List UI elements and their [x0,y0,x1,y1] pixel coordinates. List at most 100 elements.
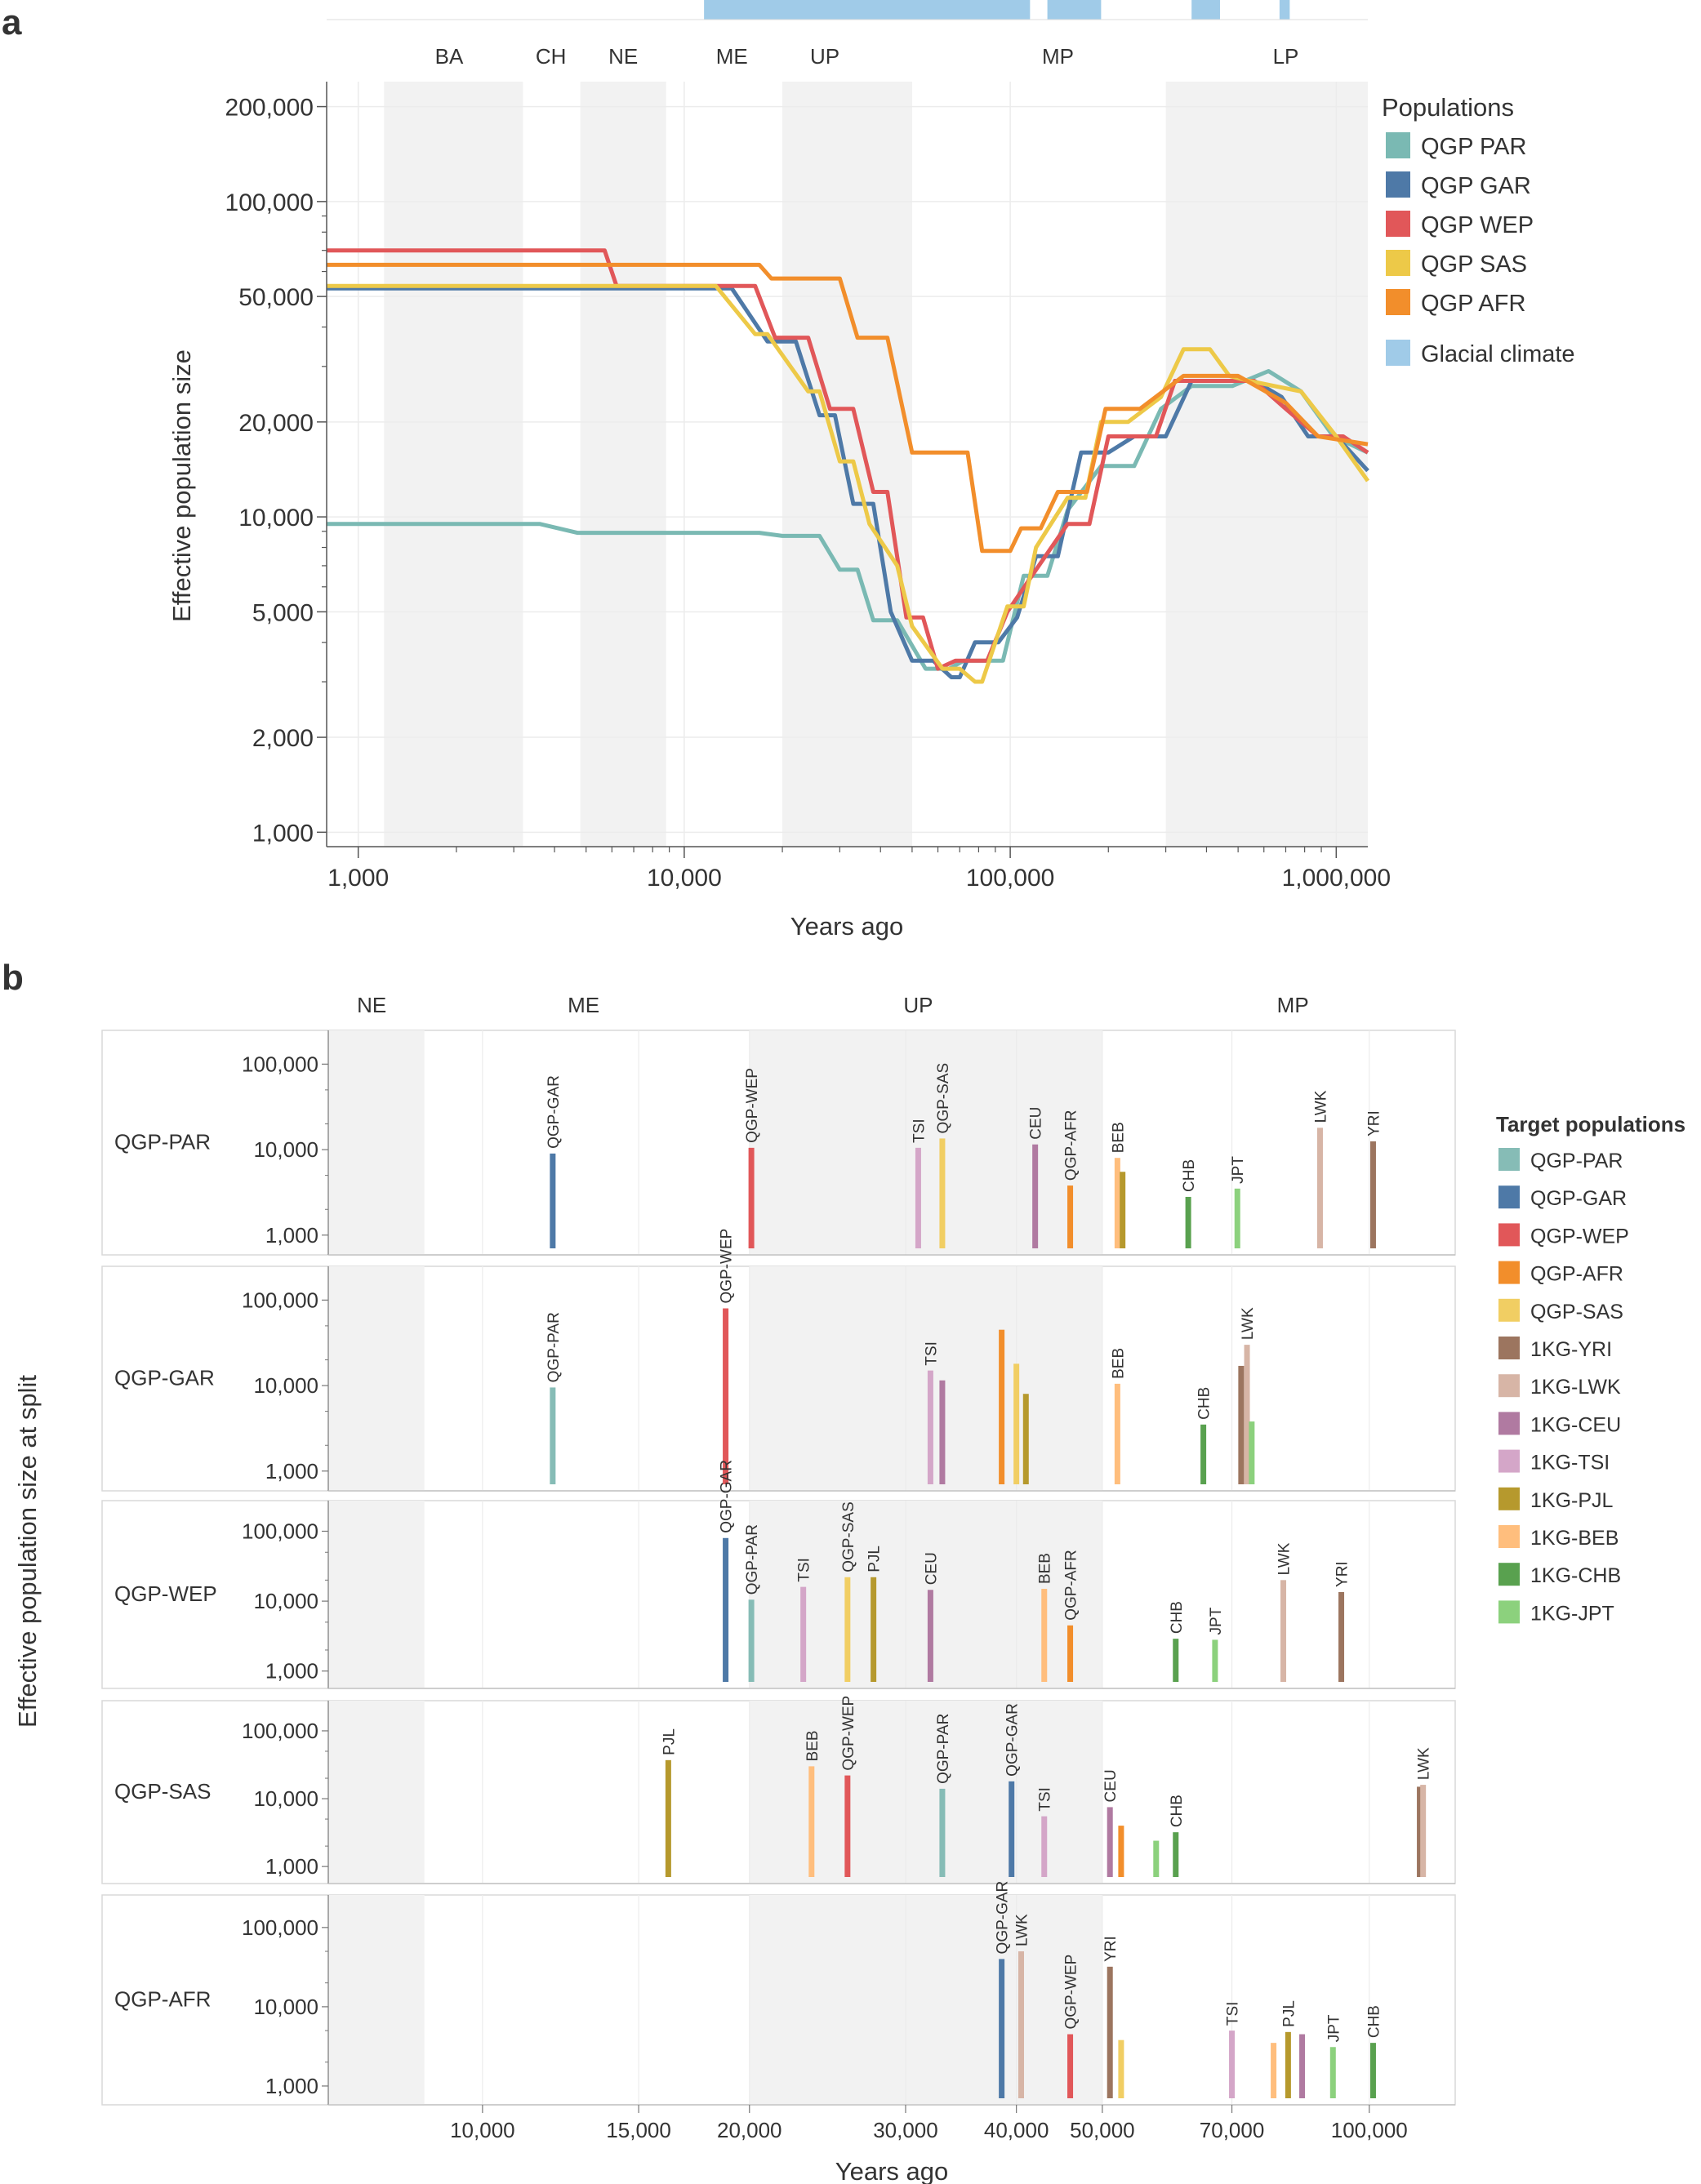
split-panel-qgp-sas: QGP-SAS 1,000 10,000 100,000 PJL BEB QGP-WEP QG… [101,1696,1456,1884]
bar-label: CHB [1169,1795,1186,1827]
y-tick-label-b: 100,000 [242,1052,318,1076]
split-bar-1kg-ceu [1032,1144,1039,1248]
split-bar-qgp-wep [1067,2034,1074,2098]
x-tick-label-b: 100,000 [1331,2118,1408,2142]
legend-b-swatch-1kg-beb [1498,1525,1520,1548]
y-tick-label-b: 10,000 [253,1786,318,1811]
split-bar-qgp-sas [939,1138,946,1248]
bar-label: YRI [1102,1936,1120,1962]
bar-label: QGP-SAS [840,1501,857,1572]
split-bar-1kg-ceu [1107,1807,1113,1877]
series-line-qgp-afr [327,262,1369,554]
y-tick-label-b: 1,000 [265,1854,318,1879]
glacial-band [704,0,1031,20]
x-tick-label-a: 100,000 [966,865,1054,892]
y-tick-label-b: 10,000 [253,1589,318,1613]
period-label-ne: NE [608,44,638,69]
split-bar-1kg-pjl [665,1759,671,1877]
bar-label: QGP-PAR [935,1714,952,1784]
legend-b-label-qgp-sas: QGP-SAS [1530,1301,1623,1323]
bar-label: CHB [1181,1159,1198,1192]
legend-b-swatch-qgp-par [1498,1148,1520,1171]
period-shade [580,82,666,847]
legend-a-swatch-qgp-sas [1386,250,1410,276]
period-label-b-me: ME [568,993,599,1017]
y-tick-label-b: 10,000 [253,1995,318,2019]
bar-label: CEU [1102,1769,1120,1802]
split-bar-1kg-tsi [1041,1816,1048,1877]
split-bar-1kg-lwk [1280,1580,1287,1682]
x-tick-label-b: 30,000 [873,2118,938,2142]
y-tick-label-b: 10,000 [253,1373,318,1398]
bar-label: TSI [923,1341,940,1366]
legend-b-label-1kg-lwk: 1KG-LWK [1530,1376,1621,1399]
y-tick-label-a: 50,000 [238,284,314,311]
bar-label: BEB [804,1730,822,1761]
legend-glacial-swatch [1386,340,1410,366]
y-tick-label-a: 5,000 [252,599,314,626]
bar-label: TSI [911,1119,928,1143]
period-shade [384,82,523,847]
split-bar-qgp-gar [999,1959,1005,2098]
bar-label: LWK [1312,1090,1329,1123]
y-tick-label-a: 20,000 [238,410,314,437]
series-line-qgp-sas [327,283,1370,684]
legend-a-label-qgp-sas: QGP SAS [1421,251,1527,278]
split-panel-qgp-gar: QGP-GAR 1,000 10,000 100,000 QGP-PAR QGP-WEP T… [101,1229,1456,1492]
legend-b-swatch-1kg-yri [1498,1337,1520,1359]
split-bar-qgp-par [939,1788,946,1877]
split-bar-1kg-pjl [1120,1172,1126,1248]
legend-a-label-qgp-par: QGP PAR [1421,134,1526,160]
panel-b-letter: b [2,958,24,998]
period-label-b-ne: NE [357,993,386,1017]
bar-label: TSI [1037,1787,1054,1812]
bar-label: QGP-WEP [744,1068,761,1143]
split-bar-1kg-lwk [1018,1951,1025,2098]
legend-b-swatch-qgp-gar [1498,1185,1520,1209]
x-tick-label-b: 50,000 [1070,2118,1135,2142]
row-label: QGP-WEP [114,1581,217,1606]
y-tick-label-b: 1,000 [265,2074,318,2098]
x-tick-label-a: 1,000 [327,865,389,892]
legend-b-label-qgp-afr: QGP-AFR [1530,1263,1623,1286]
legend-b-swatch-qgp-sas [1498,1298,1520,1322]
split-bar-1kg-chb [1173,1639,1179,1682]
legend-a-label-qgp-wep: QGP WEP [1421,212,1534,238]
bar-label: JPT [1325,2014,1343,2042]
split-bar-qgp-wep [844,1775,851,1877]
legend-a-label-qgp-afr: QGP AFR [1421,291,1525,317]
split-bar-1kg-beb [1271,2043,1277,2098]
bar-label: PJL [866,1546,884,1572]
legend-b-swatch-1kg-jpt [1498,1600,1520,1624]
bar-label: QGP-WEP [840,1696,857,1771]
split-bar-1kg-beb [1114,1158,1120,1248]
row-label: QGP-AFR [114,1987,211,2012]
split-bar-1kg-beb [808,1766,815,1877]
split-bar-qgp-par [748,1599,755,1682]
period-shade [328,1701,425,1884]
split-panel-qgp-par: QGP-PAR 1,000 10,000 100,000 QGP-GAR QGP-WEP T… [101,1030,1456,1256]
legend-b-swatch-qgp-afr [1498,1261,1520,1284]
period-shade [1165,82,1368,847]
period-label-up: UP [810,44,839,69]
bar-label: QGP-PAR [545,1312,563,1382]
bar-label: QGP-GAR [545,1075,563,1149]
legend-b-label-1kg-jpt: 1KG-JPT [1530,1602,1614,1625]
period-label-ch: CH [536,44,567,69]
split-bar-1kg-tsi [915,1147,921,1248]
legend-a-swatch-qgp-par [1386,132,1410,158]
y-axis-title-a: Effective population size [167,349,196,622]
period-labels-a: BA CH NE ME UP MP LP [435,44,1299,69]
y-tick-label-b: 100,000 [242,1519,318,1543]
period-shade [328,1266,425,1491]
split-bar-1kg-lwk [1420,1785,1427,1877]
split-bar-1kg-pjl [871,1577,877,1682]
split-bar-1kg-yri [1338,1591,1345,1682]
split-bar-1kg-pjl [1022,1394,1029,1484]
bar-label: YRI [1334,1561,1351,1587]
split-bar-qgp-sas [1118,2039,1124,2098]
bar-label: QGP-AFR [1063,1110,1080,1181]
bar-label: QGP-SAS [935,1063,952,1134]
bar-label: CHB [1169,1601,1186,1634]
split-panel-qgp-wep: QGP-WEP 1,000 10,000 100,000 QGP-GAR QGP-PAR T… [101,1460,1456,1689]
